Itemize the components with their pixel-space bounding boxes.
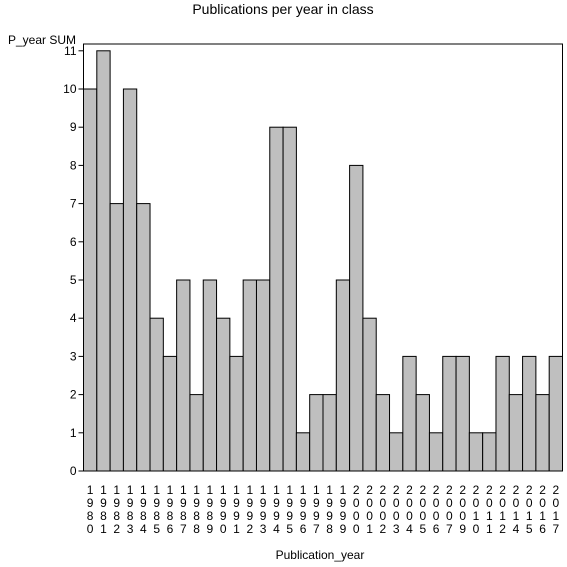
bar-1983 <box>122 88 138 472</box>
bar-1992 <box>242 279 257 472</box>
bar-1990 <box>216 317 231 472</box>
bar-1993 <box>255 279 271 472</box>
bar-2000 <box>349 164 364 472</box>
bar-1995 <box>282 126 297 472</box>
bar-1996 <box>295 432 311 472</box>
bar-2010 <box>468 432 484 472</box>
x-axis-label: Publication_year <box>276 548 365 562</box>
bar-2016 <box>535 394 550 472</box>
bar-1981 <box>96 50 111 472</box>
y-axis-label: P_year SUM <box>8 33 76 47</box>
bar-2017 <box>548 355 564 472</box>
bar-1994 <box>269 126 284 472</box>
y-tick-label: 7 <box>70 197 77 211</box>
y-tick-label: 4 <box>70 311 77 325</box>
bar-1988 <box>189 394 204 472</box>
x-axis: 1 9 8 0 1 9 8 1 1 9 8 2 1 9 8 3 1 9 8 4 1 9 8 5 1 9 8 6 1 9 8 7 1 9 8 8 1 9 8 9… <box>87 483 560 536</box>
bar-2003 <box>389 432 404 472</box>
bar-1987 <box>176 279 191 472</box>
bar-2012 <box>495 355 510 472</box>
bar-1991 <box>229 355 244 472</box>
bar-1989 <box>202 279 218 472</box>
bar-2005 <box>415 394 430 472</box>
bar-2002 <box>375 394 391 472</box>
bar-1997 <box>309 394 324 472</box>
bar-2004 <box>402 355 417 472</box>
bar-2009 <box>455 355 470 472</box>
bar-2006 <box>428 432 444 472</box>
bar-1985 <box>149 317 164 472</box>
y-tick-label: 6 <box>70 235 77 249</box>
y-tick-label: 1 <box>70 426 77 440</box>
bar-1998 <box>322 394 337 472</box>
plot-frame <box>83 43 563 472</box>
bar-2007 <box>442 355 457 472</box>
bar-2015 <box>522 355 537 472</box>
y-axis: 0 1 2 3 4 5 6 7 8 9 10 11 <box>63 44 84 478</box>
y-tick-label: 8 <box>70 158 77 172</box>
bar-1980 <box>83 88 98 472</box>
bar-1982 <box>109 203 124 472</box>
y-tick-label: 11 <box>64 44 77 58</box>
bar-2014 <box>508 394 524 472</box>
y-tick-label: 10 <box>63 82 77 96</box>
bar-2001 <box>362 317 377 472</box>
bars-group <box>83 50 564 472</box>
bar-2011 <box>482 432 497 472</box>
chart-title: Publications per year in class <box>192 1 373 17</box>
bar-1986 <box>162 355 178 472</box>
y-tick-label: 2 <box>70 388 77 402</box>
y-tick-label: 5 <box>70 273 77 287</box>
bar-1999 <box>335 279 351 472</box>
y-tick-label: 9 <box>70 120 77 134</box>
y-tick-label: 3 <box>70 349 77 363</box>
bar-1984 <box>136 203 151 472</box>
y-tick-label: 0 <box>70 464 77 478</box>
